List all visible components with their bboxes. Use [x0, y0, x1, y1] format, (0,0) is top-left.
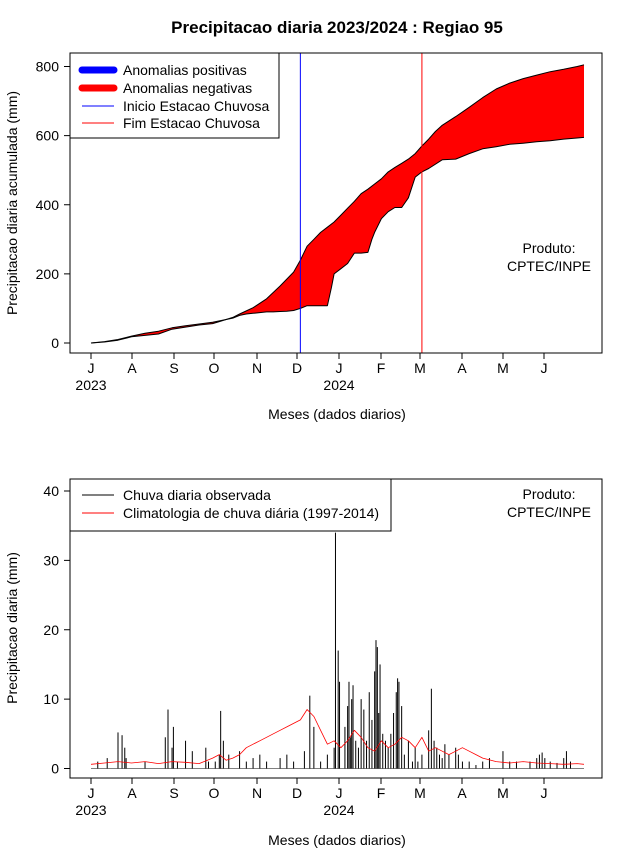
x-tick-label: A	[457, 360, 467, 376]
x-tick-label-2: A	[127, 785, 137, 801]
y-tick-label-2: 20	[43, 622, 59, 638]
product-source-2: CPTEC/INPE	[507, 504, 591, 520]
y-tick-label-2: 40	[43, 483, 59, 499]
product-source: CPTEC/INPE	[507, 258, 591, 274]
x-tick-label-2: O	[209, 785, 220, 801]
x-tick-label: M	[497, 360, 509, 376]
observed-cumulative-line	[90, 136, 585, 344]
product-label-2: Produto:	[523, 486, 576, 502]
y-axis-label: Precipitacao diaria acumulada (mm)	[4, 91, 20, 315]
anomaly-fill-layer	[91, 64, 584, 344]
y-tick-label-2: 10	[43, 691, 59, 707]
negative-anomaly-area	[91, 64, 584, 344]
y-axis-label-2: Precipitacao diaria (mm)	[4, 552, 20, 704]
figure-title: Precipitacao diaria 2023/2024 : Regiao 9…	[171, 18, 503, 37]
y-tick-label: 400	[36, 197, 60, 213]
legend-label-climatology: Climatologia de chuva diária (1997-2014)	[123, 505, 379, 521]
x-tick-label: D	[292, 360, 302, 376]
x-tick-label-2: A	[457, 785, 467, 801]
y-tick-label: 600	[36, 128, 60, 144]
year-label-2: 2024	[323, 802, 354, 818]
y-tick-label-2: 30	[43, 552, 59, 568]
legend: Anomalias positivas Anomalias negativas …	[69, 52, 280, 139]
legend-2: Chuva diaria observada Climatologia de c…	[69, 478, 392, 532]
x-tick-label-2: S	[169, 785, 178, 801]
x-tick-label: J	[88, 360, 95, 376]
y-axis: 0 200 400 600 800	[36, 59, 70, 351]
x-axis-label: Meses (dados diarios)	[268, 406, 406, 422]
x-tick-label: O	[209, 360, 220, 376]
plot-frame	[69, 52, 603, 354]
y-tick-label: 800	[36, 59, 60, 75]
legend-label-observed: Chuva diaria observada	[123, 487, 271, 503]
legend-label-negative: Anomalias negativas	[123, 80, 252, 96]
rainy-season-lines	[299, 53, 423, 353]
cumulative-lines-layer	[90, 64, 585, 344]
x-tick-label-2: J	[336, 785, 343, 801]
observed-bars-layer	[91, 532, 584, 769]
climatology-cumulative-line	[90, 64, 585, 344]
y-tick-label-2: 0	[51, 761, 59, 777]
x-tick-label: J	[541, 360, 548, 376]
legend-label-end: Fim Estacao Chuvosa	[123, 115, 260, 131]
y-axis-2: 0 10 20 30 40	[43, 483, 70, 777]
legend-box-2	[69, 478, 392, 532]
x-tick-label: F	[377, 360, 386, 376]
climatology-line-layer	[90, 709, 585, 765]
year-label: 2024	[323, 377, 354, 393]
x-axis-label-2: Meses (dados diarios)	[268, 832, 406, 848]
product-label: Produto:	[523, 240, 576, 256]
climatology-daily-line	[90, 709, 585, 765]
x-tick-label: M	[414, 360, 426, 376]
x-tick-label-2: M	[414, 785, 426, 801]
x-tick-label-2: M	[497, 785, 509, 801]
y-tick-label: 200	[36, 266, 60, 282]
x-tick-label-2: F	[377, 785, 386, 801]
x-tick-label-2: J	[541, 785, 548, 801]
y-tick-label: 0	[51, 335, 59, 351]
x-tick-label: J	[336, 360, 343, 376]
year-label: 2023	[75, 377, 106, 393]
x-tick-label-2: D	[292, 785, 302, 801]
x-tick-label: A	[127, 360, 137, 376]
legend-label-start: Inicio Estacao Chuvosa	[123, 98, 270, 114]
year-label-2: 2023	[75, 802, 106, 818]
x-tick-label-2: J	[88, 785, 95, 801]
x-tick-label: N	[252, 360, 262, 376]
legend-label-positive: Anomalias positivas	[123, 62, 247, 78]
x-tick-label-2: N	[252, 785, 262, 801]
x-tick-label: S	[169, 360, 178, 376]
